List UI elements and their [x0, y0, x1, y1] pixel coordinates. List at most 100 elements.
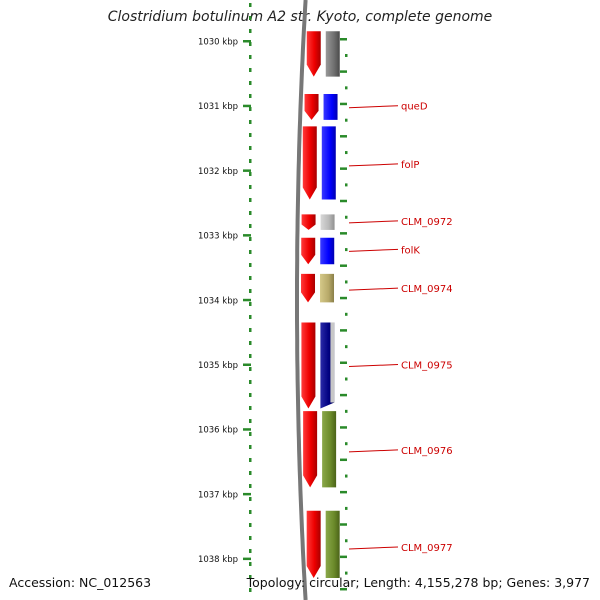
major-tick-right: [340, 490, 347, 494]
ruler-tick-label: 1036 kbp: [198, 426, 238, 436]
cds-feature: [301, 237, 316, 265]
minor-tick-left: [249, 406, 252, 410]
major-tick: [243, 428, 251, 431]
minor-tick-left: [249, 523, 252, 527]
gene-features: [301, 31, 340, 579]
minor-tick-right: [345, 248, 348, 252]
minor-tick-right: [345, 345, 348, 349]
minor-tick-left: [249, 276, 252, 280]
minor-tick-right: [345, 86, 348, 90]
major-tick: [243, 40, 251, 43]
cds-feature: [301, 322, 316, 409]
minor-tick-right: [345, 539, 348, 543]
minor-tick-left: [249, 549, 252, 553]
cds-feature: [303, 411, 318, 488]
major-tick: [243, 298, 251, 302]
ruler-tick-label: 1034 kbp: [198, 296, 238, 306]
major-tick-right: [340, 458, 347, 462]
minor-tick-left: [249, 42, 252, 46]
major-tick-right: [340, 167, 347, 170]
minor-tick-left: [249, 237, 252, 241]
major-tick-right: [340, 587, 347, 591]
minor-tick-left: [249, 224, 252, 228]
minor-tick-left: [249, 211, 252, 215]
gene-label: CLM_0977: [401, 543, 453, 554]
minor-tick-left: [249, 94, 252, 98]
major-tick-right: [340, 264, 347, 267]
minor-tick-left: [249, 16, 252, 20]
minor-tick-left: [249, 341, 252, 345]
major-tick: [243, 492, 251, 496]
minor-tick-right: [345, 442, 348, 446]
minor-tick-left: [249, 172, 252, 176]
major-tick: [243, 234, 251, 237]
major-tick-right: [340, 329, 347, 332]
gene-feature: [323, 94, 338, 120]
major-tick: [243, 557, 251, 561]
major-tick: [243, 169, 251, 172]
minor-tick-left: [249, 3, 252, 7]
gene-label: CLM_0974: [401, 284, 453, 295]
minor-tick-left: [249, 484, 252, 488]
minor-tick-left: [249, 575, 252, 579]
minor-tick-left: [249, 367, 252, 371]
major-tick-right: [340, 555, 347, 559]
ruler-tick-label: 1033 kbp: [198, 232, 238, 242]
gene-feature: [320, 237, 335, 265]
minor-tick-left: [249, 432, 252, 436]
ruler-tick-label: 1038 kbp: [198, 555, 238, 565]
gene-label-leader: [348, 546, 399, 550]
minor-tick-left: [249, 198, 252, 202]
minor-tick-left: [249, 458, 252, 462]
minor-tick-left: [249, 419, 252, 423]
minor-tick-left: [249, 354, 252, 358]
gene-label: folK: [401, 245, 420, 256]
major-tick-right: [340, 361, 347, 364]
gene-label: CLM_0972: [401, 217, 453, 228]
minor-tick-left: [249, 289, 252, 293]
minor-tick-left: [249, 536, 252, 540]
ruler-tick-label: 1032 kbp: [198, 167, 238, 177]
major-tick-right: [340, 135, 347, 138]
gene-feature: [325, 31, 340, 77]
minor-tick-left: [249, 588, 252, 592]
genome-summary: Topology: circular; Length: 4,155,278 bp…: [246, 575, 590, 590]
minor-tick-left: [249, 55, 252, 59]
minor-tick-right: [345, 474, 348, 478]
gene-feature: [322, 411, 337, 488]
gene-feature: [321, 126, 336, 200]
minor-tick-left: [249, 510, 252, 514]
gene-label-leader: [348, 449, 399, 453]
minor-tick-left: [249, 133, 252, 137]
gene-feature: [320, 214, 335, 230]
minor-tick-right: [345, 409, 348, 413]
major-tick-right: [340, 393, 347, 397]
minor-tick-left: [249, 393, 252, 397]
minor-tick-left: [249, 380, 252, 384]
ruler-tick-label: 1037 kbp: [198, 490, 238, 500]
minor-tick-left: [249, 328, 252, 332]
ruler-tick-label: 1035 kbp: [198, 361, 238, 371]
minor-tick-left: [249, 185, 252, 189]
ruler-ticks: 1030 kbp 1031 kbp 1032 kbp 1033 kbp 1034 kbp…: [198, 3, 348, 592]
genome-title: Clostridium botulinum A2 str. Kyoto, com…: [107, 9, 493, 25]
major-tick-right: [340, 426, 347, 429]
minor-tick-right: [345, 54, 348, 57]
ruler-tick-label: 1031 kbp: [198, 102, 238, 112]
minor-tick-left: [249, 146, 252, 150]
minor-tick-left: [249, 562, 252, 566]
minor-tick-right: [345, 183, 348, 187]
minor-tick-left: [249, 81, 252, 85]
major-tick-right: [340, 199, 347, 203]
minor-tick-right: [345, 571, 348, 575]
cds-feature: [301, 273, 316, 303]
minor-tick-left: [249, 250, 252, 254]
minor-tick-right: [345, 215, 348, 219]
major-tick-right: [340, 232, 347, 235]
minor-tick-left: [249, 263, 252, 267]
minor-tick-right: [345, 506, 348, 510]
minor-tick-right: [345, 280, 348, 284]
gene-label: CLM_0976: [401, 446, 453, 457]
major-tick-right: [340, 38, 347, 41]
